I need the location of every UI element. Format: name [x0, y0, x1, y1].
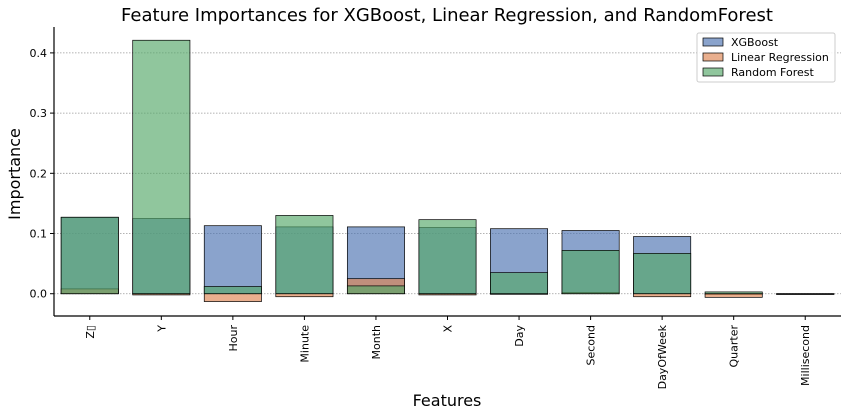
- legend-label: XGBoost: [731, 36, 779, 49]
- x-axis-label: Features: [413, 391, 482, 410]
- y-tick-label: 0.1: [30, 228, 48, 241]
- bars-layer: [60, 39, 835, 302]
- y-tick-label: 0.2: [30, 167, 48, 180]
- bar-linear-regression: [275, 293, 334, 298]
- legend-box: [696, 32, 836, 83]
- bar-random-forest: [633, 253, 692, 295]
- x-tick-label: Quarter: [728, 325, 741, 368]
- bar-random-forest: [203, 286, 262, 295]
- bar-random-forest: [561, 250, 620, 295]
- bar-random-forest: [275, 215, 334, 295]
- bar-linear-regression: [704, 293, 763, 298]
- x-tick-label: DayOfWeek: [656, 324, 669, 389]
- y-tick-label: 0.4: [30, 47, 48, 60]
- y-tick-label: 0.0: [30, 288, 48, 301]
- ticks-layer: 0.0 0.1 0.2 0.3 0.4 Z▯ Y Hour Minute Month X Day Sec…: [30, 47, 813, 390]
- bar-random-forest: [418, 219, 477, 295]
- x-tick-label: X: [442, 325, 455, 333]
- x-tick-label: Hour: [227, 325, 240, 352]
- x-tick-label: Minute: [298, 325, 311, 363]
- x-tick-label: Month: [370, 325, 383, 360]
- x-tick-label: Day: [513, 325, 526, 347]
- bar-linear-regression: [633, 293, 692, 298]
- bar-random-forest: [490, 272, 549, 295]
- bar-random-forest: [704, 291, 763, 295]
- legend-swatch: [702, 67, 724, 77]
- x-tick-label: Y: [155, 325, 168, 333]
- y-tick-label: 0.3: [30, 107, 48, 120]
- bar-random-forest: [132, 39, 191, 295]
- legend: XGBoost Linear Regression Random Forest: [696, 32, 836, 83]
- chart-title: Feature Importances for XGBoost, Linear …: [121, 5, 773, 26]
- x-tick-label: Millisecond: [799, 325, 812, 386]
- bar-random-forest: [346, 285, 405, 295]
- bar-linear-regression: [203, 293, 262, 302]
- bar-xgboost: [203, 225, 262, 295]
- bar-random-forest: [776, 293, 835, 295]
- legend-label: Linear Regression: [731, 51, 829, 64]
- legend-swatch: [702, 52, 724, 62]
- x-tick-label: Z▯: [84, 325, 97, 339]
- bar-random-forest: [60, 216, 119, 295]
- legend-label: Random Forest: [731, 66, 814, 79]
- x-tick-label: Second: [585, 325, 598, 365]
- legend-swatch: [702, 37, 724, 47]
- y-axis-label: Importance: [5, 128, 24, 220]
